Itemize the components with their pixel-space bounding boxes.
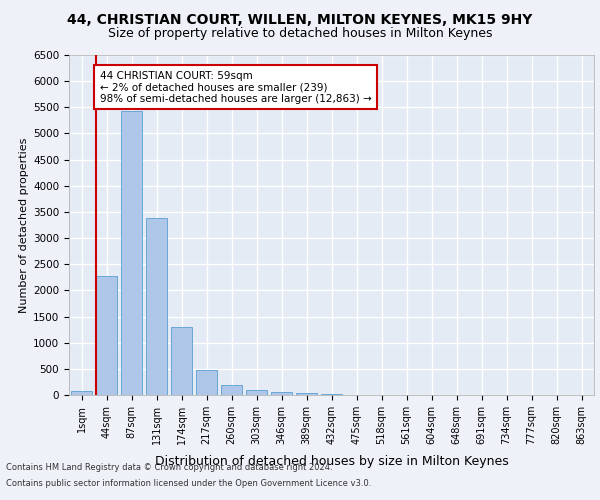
- Y-axis label: Number of detached properties: Number of detached properties: [19, 138, 29, 312]
- Bar: [271, 392, 292, 395]
- Bar: [96, 276, 117, 395]
- X-axis label: Distribution of detached houses by size in Milton Keynes: Distribution of detached houses by size …: [155, 456, 508, 468]
- Bar: [196, 370, 217, 395]
- Bar: [71, 391, 92, 395]
- Bar: [296, 394, 317, 395]
- Bar: [171, 327, 192, 395]
- Bar: [321, 394, 342, 395]
- Text: Size of property relative to detached houses in Milton Keynes: Size of property relative to detached ho…: [108, 28, 492, 40]
- Text: 44, CHRISTIAN COURT, WILLEN, MILTON KEYNES, MK15 9HY: 44, CHRISTIAN COURT, WILLEN, MILTON KEYN…: [67, 12, 533, 26]
- Text: Contains public sector information licensed under the Open Government Licence v3: Contains public sector information licen…: [6, 478, 371, 488]
- Text: Contains HM Land Registry data © Crown copyright and database right 2024.: Contains HM Land Registry data © Crown c…: [6, 464, 332, 472]
- Bar: [121, 112, 142, 395]
- Text: 44 CHRISTIAN COURT: 59sqm
← 2% of detached houses are smaller (239)
98% of semi-: 44 CHRISTIAN COURT: 59sqm ← 2% of detach…: [100, 70, 371, 104]
- Bar: [246, 390, 267, 395]
- Bar: [221, 385, 242, 395]
- Bar: [146, 218, 167, 395]
